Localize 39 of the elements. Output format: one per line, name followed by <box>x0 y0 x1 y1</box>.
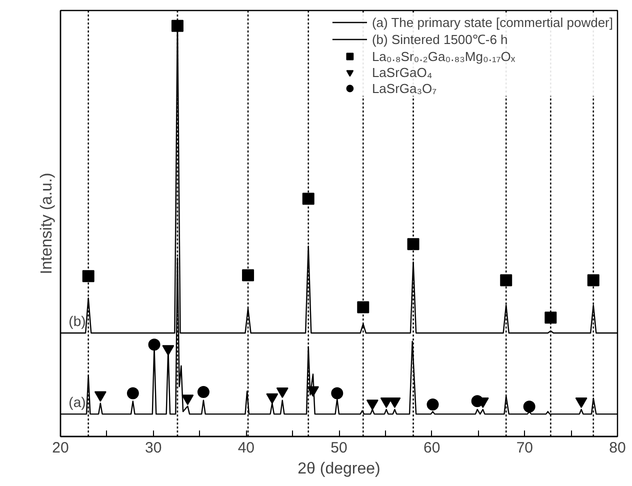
point <box>523 400 536 413</box>
legend-label: (b) Sintered 1500℃-6 h <box>372 31 508 48</box>
legend-label: LaSrGaO₄ <box>372 64 432 80</box>
point <box>182 394 194 406</box>
point <box>366 400 378 410</box>
annotation: (a) <box>68 394 86 410</box>
x-tick-label: 40 <box>238 440 255 456</box>
x-tick-label: 80 <box>609 440 626 456</box>
point <box>94 391 106 402</box>
point <box>126 387 139 400</box>
x-tick-label: 70 <box>516 440 534 456</box>
point <box>544 312 557 324</box>
x-tick-label: 30 <box>144 440 162 456</box>
point <box>162 345 174 356</box>
point <box>407 238 420 250</box>
legend-label: LaSrGa₃O₇ <box>372 80 437 96</box>
x-tick-label: 50 <box>330 440 348 456</box>
point <box>276 388 288 398</box>
point <box>302 192 314 205</box>
point <box>307 386 320 397</box>
point <box>82 270 94 282</box>
point <box>426 398 439 410</box>
x-tick-label: 20 <box>52 440 69 456</box>
point <box>471 395 484 408</box>
x-axis-title: 2θ (degree) <box>298 460 380 478</box>
annotation: (b) <box>68 313 86 330</box>
x-tick-label: 60 <box>423 440 440 456</box>
point <box>331 387 344 400</box>
point <box>587 274 600 286</box>
point <box>197 386 210 398</box>
legend-label: La₀.₈Sr₀.₂Ga₀.₈₃Mg₀.₁₇Oₓ <box>372 48 516 64</box>
point <box>266 393 278 404</box>
y-axis-title: Intensity (a.u.) <box>38 172 56 274</box>
legend-label: (a) The primary state [commertial powder] <box>372 14 613 30</box>
point <box>500 274 512 286</box>
point <box>242 269 254 282</box>
point <box>575 398 588 408</box>
point <box>357 301 370 314</box>
point <box>148 338 160 351</box>
